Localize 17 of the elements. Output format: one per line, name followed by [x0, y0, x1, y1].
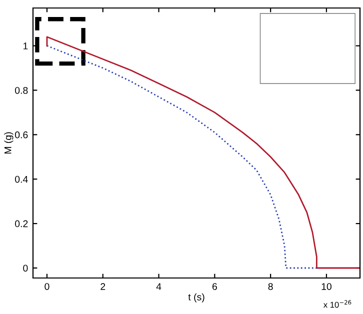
x-tick-label: 2: [100, 283, 106, 290]
y-tick-label: 0.8: [15, 86, 28, 94]
x-tick-label: 0: [44, 283, 50, 290]
y-tick-label: 0.2: [15, 220, 28, 228]
line-series: [46, 36, 360, 269]
text: x 10$^{−26}$: [323, 300, 352, 308]
y-axis-title: M (g): [4, 132, 14, 154]
x-tick-label: 4: [156, 283, 162, 290]
x-axis-title: t (s): [188, 293, 204, 302]
y-tick-label: 0: [23, 264, 28, 272]
y-tick-label: 0.6: [15, 131, 28, 138]
y-tick-label: 1: [23, 42, 28, 50]
x-tick-label: 8: [268, 283, 273, 290]
y-tick-label: 0.4: [15, 176, 28, 183]
x-tick-label: 6: [212, 283, 217, 290]
x-tick-label: 10: [322, 283, 332, 290]
line-series: [46, 45, 318, 269]
